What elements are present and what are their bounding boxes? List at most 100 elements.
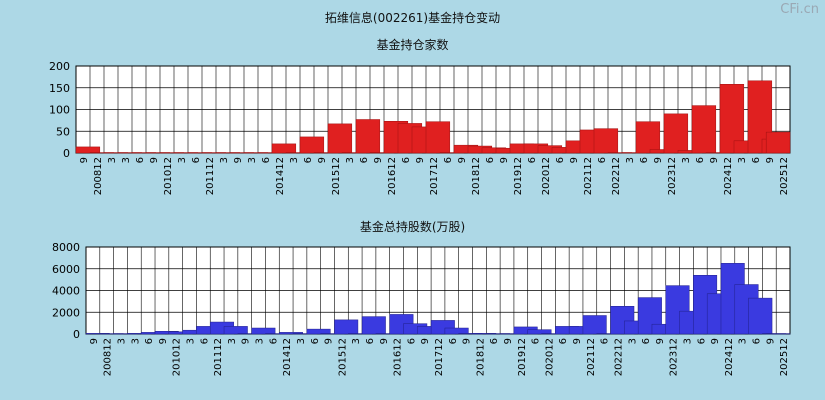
c1-xtick-label: 9 xyxy=(653,157,664,163)
c1-bar xyxy=(719,84,745,154)
c1-bar xyxy=(691,105,717,154)
c1-ytick-label: 200 xyxy=(49,60,70,73)
c2-bar xyxy=(251,327,276,335)
c2-xtick-label: 9 xyxy=(765,338,776,344)
c2-xtick-label: 201612 xyxy=(393,338,404,376)
c1-xtick-label: 3 xyxy=(289,157,300,163)
c1-xtick-label: 3 xyxy=(121,157,132,163)
c2-xtick-label: 3 xyxy=(117,338,128,344)
c1-xtick-label: 202112 xyxy=(583,157,594,195)
c2-xtick-label: 6 xyxy=(365,338,376,344)
c2-ytick-label: 0 xyxy=(73,328,80,341)
c1-xtick-label: 201412 xyxy=(275,157,286,195)
c1-xtick-label: 9 xyxy=(457,157,468,163)
c2-xtick-label: 202112 xyxy=(586,338,597,376)
c1-xtick-label: 9 xyxy=(79,157,90,163)
c2-xtick-label: 6 xyxy=(600,338,611,344)
c2-ytick-label: 2000 xyxy=(52,306,80,319)
c2-bar xyxy=(582,315,607,335)
c1-xtick-label: 6 xyxy=(443,157,454,163)
c1-xtick-label: 9 xyxy=(317,157,328,163)
c1-xtick-label: 202512 xyxy=(779,157,790,195)
c2-xtick-label: 9 xyxy=(655,338,666,344)
c2-xtick-label: 201412 xyxy=(282,338,293,376)
c2-xtick-label: 3 xyxy=(296,338,307,344)
c1-xtick-label: 3 xyxy=(247,157,258,163)
c2-bar xyxy=(334,319,359,335)
c1-xtick-label: 6 xyxy=(751,157,762,163)
c1-xtick-label: 202012 xyxy=(541,157,552,195)
c1-ytick-label: 100 xyxy=(49,104,70,117)
c2-bar xyxy=(223,326,248,335)
c2-xtick-label: 201512 xyxy=(337,338,348,376)
c2-xtick-label: 202412 xyxy=(724,338,735,376)
c1-xtick-label: 201912 xyxy=(513,157,524,195)
c1-bar xyxy=(747,80,773,154)
c1-xtick-label: 201512 xyxy=(331,157,342,195)
c1-bar xyxy=(425,121,451,154)
c2-ytick-label: 6000 xyxy=(52,263,80,276)
c2-xtick-label: 6 xyxy=(558,338,569,344)
c1-xtick-label: 202412 xyxy=(723,157,734,195)
c2-ytick-label: 4000 xyxy=(52,285,80,298)
c2-xtick-label: 3 xyxy=(255,338,266,344)
c1-xtick-label: 3 xyxy=(177,157,188,163)
c2-xtick-label: 9 xyxy=(158,338,169,344)
c2-xtick-label: 3 xyxy=(227,338,238,344)
c2-xtick-label: 9 xyxy=(572,338,583,344)
c1-xtick-label: 9 xyxy=(149,157,160,163)
c2-xtick-label: 6 xyxy=(448,338,459,344)
c2-xtick-label: 3 xyxy=(627,338,638,344)
c1-xtick-label: 6 xyxy=(527,157,538,163)
c2-xtick-label: 3 xyxy=(186,338,197,344)
c2-bar xyxy=(361,316,386,335)
c1-bar xyxy=(765,131,791,154)
c2-bar xyxy=(748,297,773,335)
c1-xtick-label: 3 xyxy=(219,157,230,163)
c1-bar xyxy=(299,136,325,154)
c1-bar xyxy=(663,113,689,154)
c1-bar xyxy=(327,123,353,154)
c1-xtick-label: 6 xyxy=(191,157,202,163)
c2-xtick-label: 6 xyxy=(406,338,417,344)
c2-xtick-label: 6 xyxy=(489,338,500,344)
c1-xtick-label: 9 xyxy=(233,157,244,163)
c2-xtick-label: 3 xyxy=(738,338,749,344)
c1-ytick-label: 150 xyxy=(49,82,70,95)
c2-xtick-label: 3 xyxy=(130,338,141,344)
c2-xtick-label: 9 xyxy=(89,338,100,344)
c2-xtick-label: 202212 xyxy=(613,338,624,376)
c1-xtick-label: 201012 xyxy=(163,157,174,195)
c1-bar xyxy=(271,143,297,154)
c1-xtick-label: 9 xyxy=(373,157,384,163)
c1-xtick-label: 201612 xyxy=(387,157,398,195)
c1-xtick-label: 200812 xyxy=(93,157,104,195)
c2-bar xyxy=(444,327,469,335)
c2-bar xyxy=(279,332,303,335)
c1-xtick-label: 9 xyxy=(499,157,510,163)
c2-bar xyxy=(306,328,331,335)
c1-xtick-label: 6 xyxy=(695,157,706,163)
c1-xtick-label: 6 xyxy=(597,157,608,163)
c1-xtick-label: 6 xyxy=(359,157,370,163)
chart1-title: 基金持仓家数 xyxy=(376,38,449,52)
c2-xtick-label: 201012 xyxy=(172,338,183,376)
c1-xtick-label: 6 xyxy=(303,157,314,163)
c1-xtick-label: 3 xyxy=(107,157,118,163)
c2-xtick-label: 201112 xyxy=(213,338,224,376)
c2-xtick-label: 9 xyxy=(241,338,252,344)
c1-ytick-label: 0 xyxy=(63,147,70,160)
watermark: CFi.cn xyxy=(780,2,819,17)
c2-xtick-label: 6 xyxy=(641,338,652,344)
c1-bar xyxy=(355,119,381,154)
c2-xtick-label: 6 xyxy=(696,338,707,344)
c2-xtick-label: 6 xyxy=(268,338,279,344)
c1-xtick-label: 9 xyxy=(765,157,776,163)
c1-xtick-label: 6 xyxy=(639,157,650,163)
c1-xtick-label: 3 xyxy=(625,157,636,163)
page-title: 拓维信息(002261)基金持仓变动 xyxy=(324,11,501,25)
c2-xtick-label: 201912 xyxy=(517,338,528,376)
c2-xtick-label: 9 xyxy=(462,338,473,344)
